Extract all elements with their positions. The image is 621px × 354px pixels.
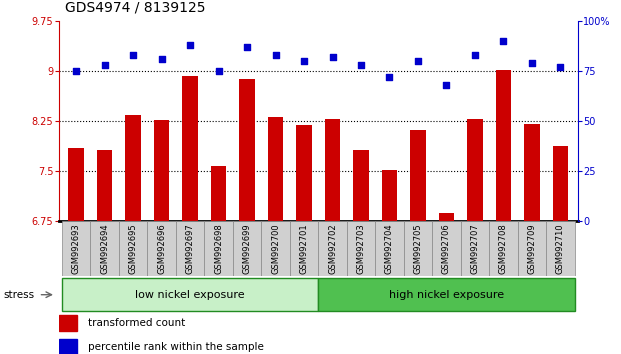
Bar bbox=[347, 221, 375, 276]
Point bbox=[185, 42, 195, 48]
Bar bbox=[62, 221, 90, 276]
Text: GSM992700: GSM992700 bbox=[271, 223, 280, 274]
Bar bbox=[154, 120, 170, 221]
Point bbox=[413, 58, 423, 64]
Text: GDS4974 / 8139125: GDS4974 / 8139125 bbox=[65, 0, 206, 14]
Bar bbox=[546, 221, 574, 276]
Bar bbox=[318, 278, 574, 312]
Text: GSM992701: GSM992701 bbox=[299, 223, 309, 274]
Bar bbox=[296, 125, 312, 221]
Point bbox=[128, 52, 138, 58]
Text: low nickel exposure: low nickel exposure bbox=[135, 290, 245, 300]
Bar bbox=[59, 338, 77, 354]
Point bbox=[99, 62, 109, 68]
Bar bbox=[438, 213, 455, 221]
Point bbox=[499, 38, 509, 44]
Point bbox=[214, 68, 224, 74]
Bar bbox=[318, 221, 347, 276]
Point bbox=[356, 62, 366, 68]
Text: percentile rank within the sample: percentile rank within the sample bbox=[88, 342, 263, 352]
Bar bbox=[290, 221, 318, 276]
Bar bbox=[268, 116, 283, 221]
Bar bbox=[410, 130, 426, 221]
Point bbox=[71, 68, 81, 74]
Point bbox=[156, 56, 166, 62]
Text: GSM992696: GSM992696 bbox=[157, 223, 166, 274]
Bar bbox=[325, 119, 340, 221]
Point bbox=[242, 44, 252, 50]
Bar bbox=[176, 221, 204, 276]
Text: GSM992693: GSM992693 bbox=[71, 223, 81, 274]
Bar bbox=[239, 79, 255, 221]
Bar bbox=[404, 221, 432, 276]
Point bbox=[470, 52, 480, 58]
Text: GSM992698: GSM992698 bbox=[214, 223, 223, 274]
Bar bbox=[518, 221, 546, 276]
Bar bbox=[125, 115, 141, 221]
Bar bbox=[204, 221, 233, 276]
Text: high nickel exposure: high nickel exposure bbox=[389, 290, 504, 300]
Point bbox=[327, 55, 337, 60]
Text: GSM992695: GSM992695 bbox=[129, 223, 138, 274]
Text: stress: stress bbox=[3, 290, 34, 300]
Bar bbox=[68, 148, 84, 221]
Text: GSM992697: GSM992697 bbox=[186, 223, 194, 274]
Point bbox=[384, 74, 394, 80]
Bar bbox=[211, 166, 227, 221]
Bar bbox=[382, 170, 397, 221]
Text: GSM992709: GSM992709 bbox=[527, 223, 537, 274]
Text: GSM992705: GSM992705 bbox=[414, 223, 422, 274]
Bar bbox=[59, 315, 77, 331]
Point bbox=[527, 61, 537, 66]
Text: GSM992699: GSM992699 bbox=[243, 223, 252, 274]
Bar bbox=[461, 221, 489, 276]
Bar bbox=[432, 221, 461, 276]
Text: GSM992702: GSM992702 bbox=[328, 223, 337, 274]
Text: GSM992703: GSM992703 bbox=[356, 223, 366, 274]
Text: GSM992708: GSM992708 bbox=[499, 223, 508, 274]
Bar bbox=[182, 76, 198, 221]
Bar bbox=[489, 221, 518, 276]
Point bbox=[271, 52, 281, 58]
Bar bbox=[97, 150, 112, 221]
Text: GSM992710: GSM992710 bbox=[556, 223, 565, 274]
Bar bbox=[553, 146, 568, 221]
Bar bbox=[147, 221, 176, 276]
Bar bbox=[90, 221, 119, 276]
Bar bbox=[353, 150, 369, 221]
Bar bbox=[524, 124, 540, 221]
Bar bbox=[119, 221, 147, 276]
Point bbox=[555, 64, 565, 70]
Bar bbox=[62, 278, 318, 312]
Bar bbox=[496, 70, 511, 221]
Point bbox=[299, 58, 309, 64]
Bar bbox=[233, 221, 261, 276]
Text: GSM992707: GSM992707 bbox=[471, 223, 479, 274]
Bar bbox=[261, 221, 290, 276]
Text: transformed count: transformed count bbox=[88, 318, 185, 328]
Bar bbox=[467, 119, 483, 221]
Text: GSM992704: GSM992704 bbox=[385, 223, 394, 274]
Text: GSM992706: GSM992706 bbox=[442, 223, 451, 274]
Text: GSM992694: GSM992694 bbox=[100, 223, 109, 274]
Bar bbox=[375, 221, 404, 276]
Point bbox=[442, 82, 451, 88]
